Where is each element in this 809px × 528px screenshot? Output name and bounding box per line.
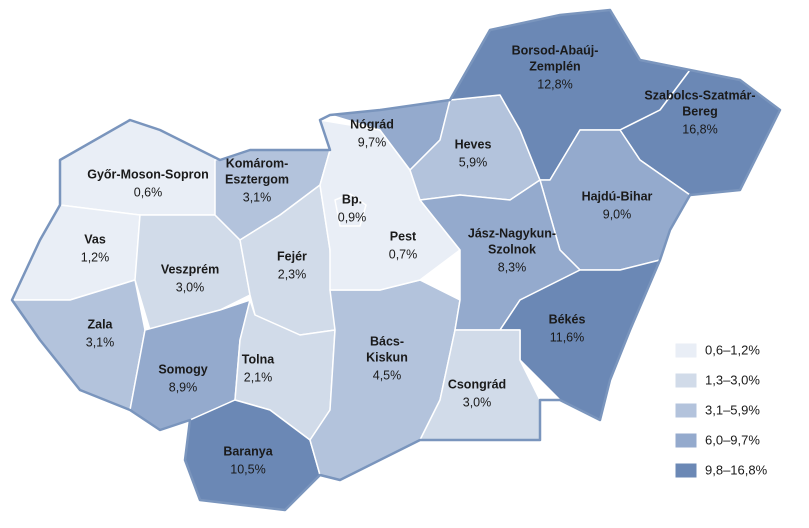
region-name: Bereg bbox=[682, 104, 717, 118]
legend-swatch bbox=[674, 402, 698, 419]
legend-swatch bbox=[674, 462, 698, 479]
region-name: Bp. bbox=[342, 192, 362, 206]
region-value: 11,6% bbox=[550, 330, 585, 344]
region-name: Borsod-Abaúj- bbox=[512, 43, 599, 57]
legend-label: 0,6–1,2% bbox=[705, 342, 760, 357]
region-name: Nógrád bbox=[350, 117, 394, 131]
region-name: Szolnok bbox=[488, 242, 536, 256]
region-value: 3,1% bbox=[243, 190, 272, 204]
region-value: 2,1% bbox=[244, 370, 273, 384]
region-name: Hajdú-Bihar bbox=[582, 189, 653, 203]
region-name: Veszprém bbox=[161, 262, 219, 276]
region-name: Kiskun bbox=[366, 350, 408, 364]
region-name: Jász-Nagykun- bbox=[468, 226, 556, 240]
region-name: Pest bbox=[390, 229, 417, 243]
region-name: Somogy bbox=[158, 362, 207, 376]
region bbox=[334, 193, 367, 227]
country-outline bbox=[10, 8, 782, 512]
region-name: Baranya bbox=[223, 444, 273, 458]
legend-label: 6,0–9,7% bbox=[705, 432, 760, 447]
legend-label: 9,8–16,8% bbox=[705, 462, 768, 477]
region-value: 10,5% bbox=[230, 462, 265, 476]
region-name: Tolna bbox=[242, 352, 275, 366]
region-value: 9,7% bbox=[358, 135, 387, 149]
legend-label: 1,3–3,0% bbox=[705, 372, 760, 387]
region-value: 2,3% bbox=[278, 267, 307, 281]
region-value: 12,8% bbox=[537, 77, 572, 91]
region-value: 0,7% bbox=[389, 247, 418, 261]
region-value: 16,8% bbox=[682, 122, 717, 136]
legend-swatch bbox=[674, 372, 698, 389]
region-name: Békés bbox=[549, 312, 586, 326]
region-name: Esztergom bbox=[225, 172, 289, 186]
region-name: Csongrád bbox=[448, 377, 506, 391]
region-name: Vas bbox=[84, 232, 106, 246]
region-value: 8,9% bbox=[169, 380, 198, 394]
legend-label: 3,1–5,9% bbox=[705, 402, 760, 417]
region-value: 3,1% bbox=[86, 335, 115, 349]
region-name: Heves bbox=[455, 137, 492, 151]
region-value: 3,0% bbox=[463, 395, 492, 409]
region-value: 1,2% bbox=[81, 250, 110, 264]
region-name: Győr-Moson-Sopron bbox=[87, 167, 209, 181]
region-value: 5,9% bbox=[459, 155, 488, 169]
region-value: 8,3% bbox=[498, 260, 527, 274]
region-value: 0,9% bbox=[338, 210, 367, 224]
region-value: 3,0% bbox=[176, 280, 205, 294]
region-value: 0,6% bbox=[134, 185, 163, 199]
region-name: Bács- bbox=[370, 334, 404, 348]
region bbox=[11, 279, 146, 411]
legend-swatch bbox=[674, 342, 698, 359]
region-name: Zemplén bbox=[529, 59, 580, 73]
region-name: Szabolcs-Szatmár- bbox=[644, 88, 755, 102]
region-value: 9,0% bbox=[603, 207, 632, 221]
region-name: Fejér bbox=[277, 249, 307, 263]
legend-swatch bbox=[674, 432, 698, 449]
region-value: 4,5% bbox=[373, 368, 402, 382]
region-name: Komárom- bbox=[226, 156, 289, 170]
region-name: Zala bbox=[87, 317, 113, 331]
